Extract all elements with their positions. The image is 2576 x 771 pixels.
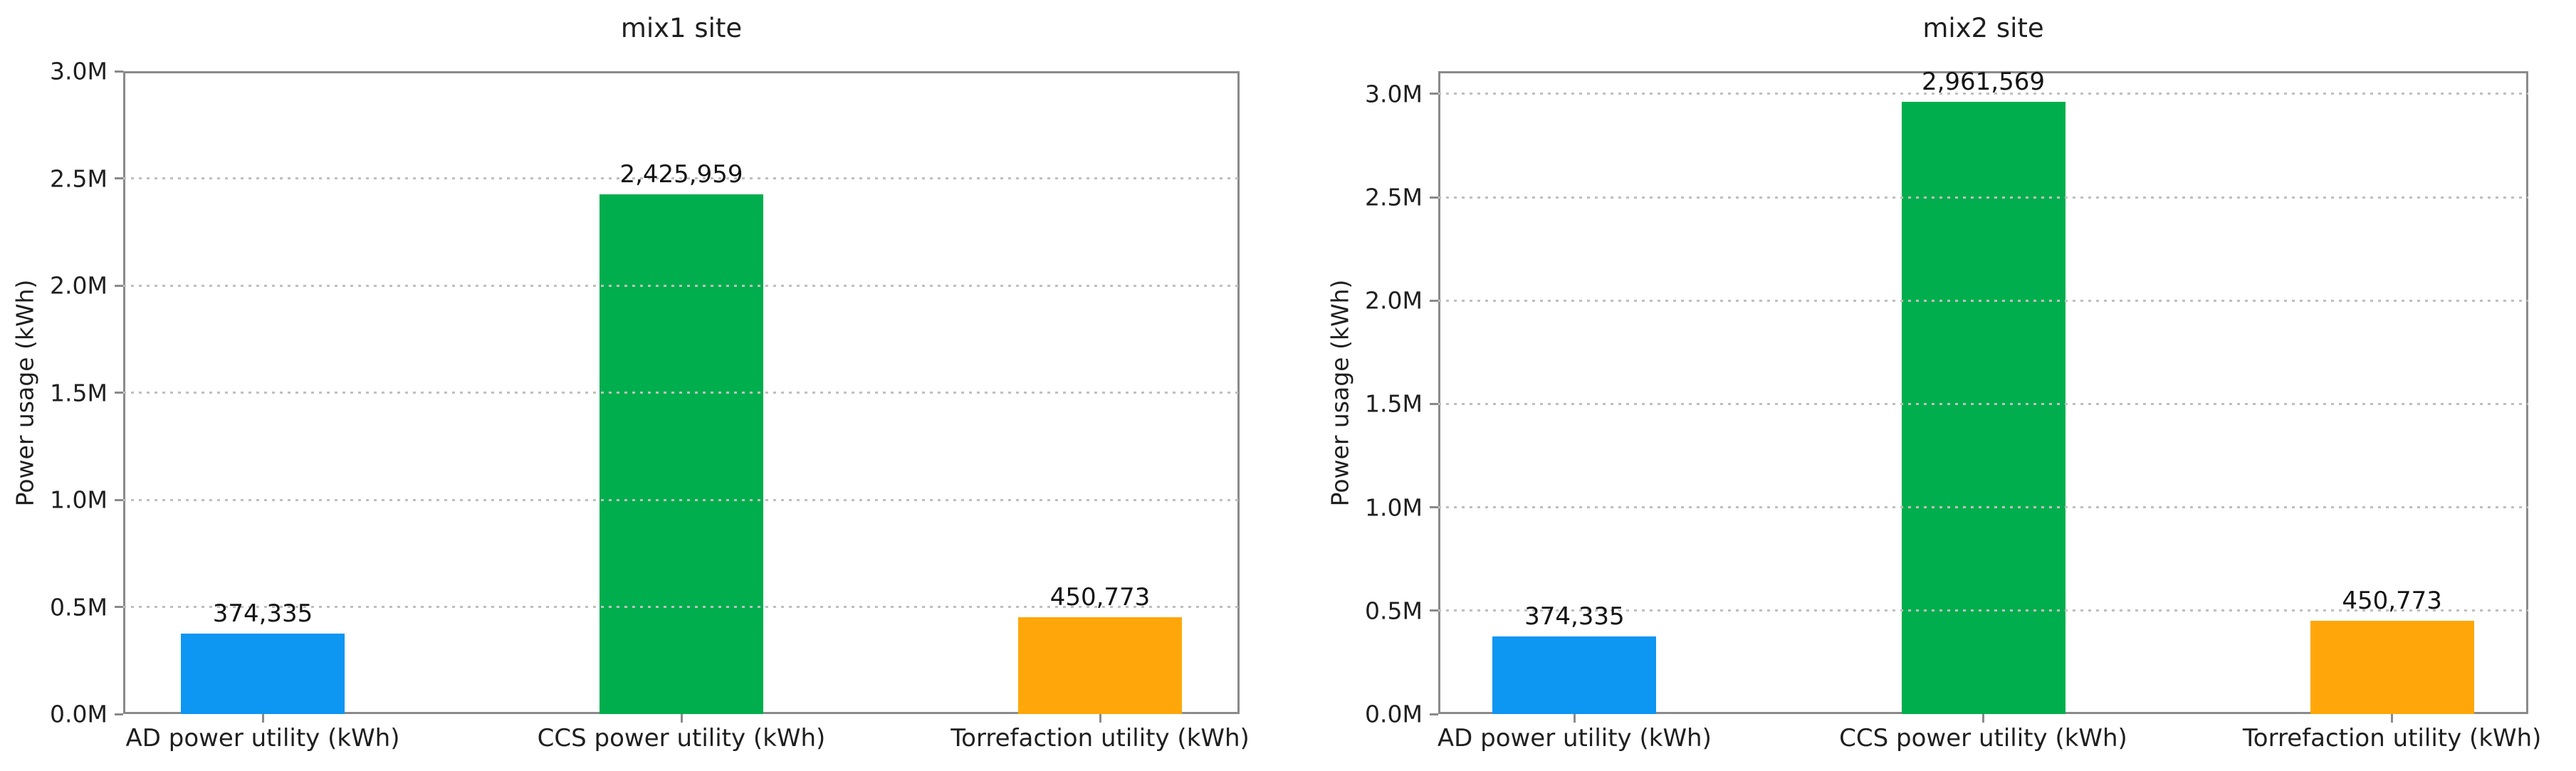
bar-torrefaction	[1018, 617, 1182, 714]
y-tick-label: 1.5M	[1365, 389, 1423, 418]
bar-ad-power	[181, 634, 345, 714]
y-tick-label: 2.0M	[50, 271, 108, 300]
x-category-label: AD power utility (kWh)	[1437, 724, 1712, 752]
y-tick-label: 2.5M	[1365, 183, 1423, 211]
x-category-label: CCS power utility (kWh)	[1839, 724, 2127, 752]
y-tick-mark	[1430, 713, 1438, 715]
y-tick-label: 2.5M	[50, 164, 108, 192]
y-tick-label: 0.0M	[1365, 700, 1423, 728]
y-tick-label: 3.0M	[50, 57, 108, 85]
y-tick-mark	[1430, 299, 1438, 302]
x-category-label: Torrefaction utility (kWh)	[2242, 724, 2542, 752]
y-tick-label: 0.5M	[50, 593, 108, 621]
y-tick-mark	[115, 392, 123, 394]
bar-value-label: 450,773	[1049, 583, 1151, 612]
y-tick-label: 1.0M	[50, 486, 108, 514]
bar-ccs-power	[1901, 101, 2065, 714]
y-tick-mark	[115, 606, 123, 608]
x-tick-mark	[1099, 714, 1101, 723]
y-tick-mark	[115, 177, 123, 179]
x-category-label: CCS power utility (kWh)	[537, 724, 826, 752]
x-category-label: Torrefaction utility (kWh)	[951, 724, 1250, 752]
bar-value-label: 2,425,959	[619, 159, 743, 189]
x-tick-mark	[680, 714, 683, 723]
bar-ccs-power	[600, 194, 763, 714]
bar-torrefaction	[2310, 621, 2474, 714]
chart-title: mix2 site	[1922, 13, 2044, 43]
y-tick-label: 0.5M	[1365, 597, 1423, 625]
y-tick-mark	[115, 70, 123, 73]
y-tick-label: 0.0M	[50, 700, 108, 728]
y-tick-mark	[1430, 93, 1438, 95]
y-tick-mark	[1430, 402, 1438, 405]
y-tick-mark	[115, 498, 123, 501]
x-tick-mark	[1982, 714, 1984, 723]
bar-value-label: 2,961,569	[1921, 68, 2046, 96]
y-tick-label: 2.0M	[1365, 286, 1423, 315]
y-tick-mark	[1430, 196, 1438, 199]
x-tick-mark	[2391, 714, 2394, 723]
x-tick-mark	[1573, 714, 1576, 723]
y-tick-label: 1.0M	[1365, 493, 1423, 522]
y-tick-mark	[115, 713, 123, 715]
y-tick-mark	[115, 284, 123, 287]
y-axis-label: Power usage (kWh)	[1326, 279, 1354, 506]
y-tick-mark	[1430, 506, 1438, 509]
bar-ad-power	[1492, 636, 1657, 714]
bar-value-label: 374,335	[212, 599, 313, 629]
chart-title: mix1 site	[620, 13, 743, 43]
bar-value-label: 450,773	[2342, 587, 2442, 616]
x-category-label: AD power utility (kWh)	[125, 724, 400, 752]
x-tick-mark	[261, 714, 264, 723]
bar-value-label: 374,335	[1524, 602, 1625, 631]
y-tick-label: 3.0M	[1365, 80, 1423, 108]
y-tick-mark	[1430, 609, 1438, 612]
y-tick-label: 1.5M	[50, 379, 108, 407]
